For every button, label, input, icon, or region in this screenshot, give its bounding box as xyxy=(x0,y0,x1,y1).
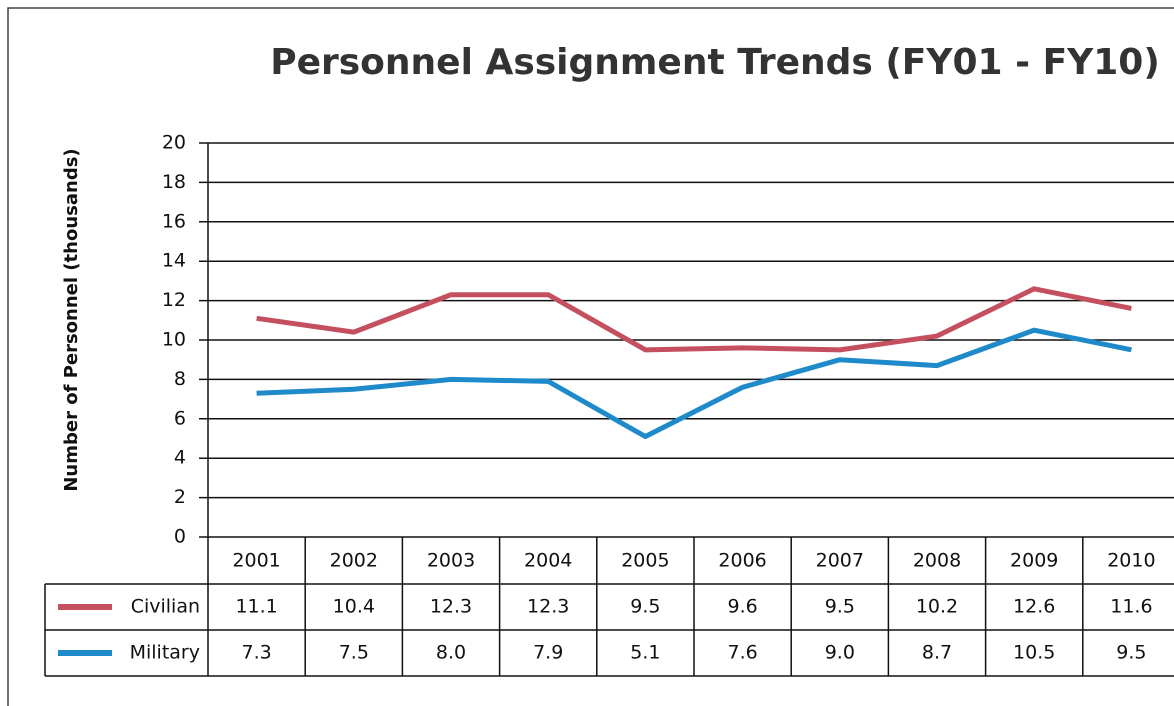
table-value: 8.0 xyxy=(436,642,466,664)
table-value: 11.1 xyxy=(235,596,277,618)
table-value: 7.6 xyxy=(727,642,757,664)
table-value: 10.2 xyxy=(916,596,958,618)
y-tick-label: 18 xyxy=(162,171,186,193)
table-value: 9.5 xyxy=(825,596,855,618)
y-tick-label: 4 xyxy=(174,447,186,469)
series-line xyxy=(256,327,1132,440)
legend-label: Military xyxy=(130,642,200,664)
chart-title: Personnel Assignment Trends (FY01 - FY10… xyxy=(270,42,1160,83)
table-value: 7.9 xyxy=(533,642,563,664)
series-line xyxy=(256,286,1132,353)
table-value: 10.5 xyxy=(1013,642,1055,664)
table-value: 9.5 xyxy=(630,596,660,618)
y-tick-label: 16 xyxy=(162,210,186,232)
x-tick-label: 2006 xyxy=(718,550,766,572)
table-value: 11.6 xyxy=(1110,596,1152,618)
y-tick-label: 6 xyxy=(174,407,186,429)
table-value: 9.0 xyxy=(825,642,855,664)
table-value: 5.1 xyxy=(630,642,660,664)
x-tick-label: 2007 xyxy=(816,550,864,572)
y-tick-label: 10 xyxy=(162,329,186,351)
y-axis-label: Number of Personnel (thousands) xyxy=(61,148,82,491)
y-tick-label: 2 xyxy=(174,486,186,508)
table-value: 9.6 xyxy=(727,596,757,618)
table-value: 12.3 xyxy=(527,596,569,618)
y-tick-label: 0 xyxy=(174,526,186,548)
y-tick-label: 14 xyxy=(162,250,186,272)
y-tick-label: 8 xyxy=(174,368,186,390)
x-tick-label: 2001 xyxy=(232,550,280,572)
x-tick-label: 2010 xyxy=(1107,550,1155,572)
x-tick-label: 2004 xyxy=(524,550,572,572)
x-tick-label: 2008 xyxy=(913,550,961,572)
table-value: 7.3 xyxy=(241,642,271,664)
x-tick-label: 2003 xyxy=(427,550,475,572)
legend-label: Civilian xyxy=(131,596,200,618)
table-value: 10.4 xyxy=(333,596,375,618)
x-tick-label: 2009 xyxy=(1010,550,1058,572)
table-value: 12.6 xyxy=(1013,596,1055,618)
table-value: 12.3 xyxy=(430,596,472,618)
x-tick-label: 2002 xyxy=(330,550,378,572)
table-value: 9.5 xyxy=(1116,642,1146,664)
y-tick-label: 20 xyxy=(162,132,186,154)
table-value: 7.5 xyxy=(339,642,369,664)
table-value: 8.7 xyxy=(922,642,952,664)
frame xyxy=(7,7,1174,706)
x-tick-label: 2005 xyxy=(621,550,669,572)
y-tick-label: 12 xyxy=(162,289,186,311)
